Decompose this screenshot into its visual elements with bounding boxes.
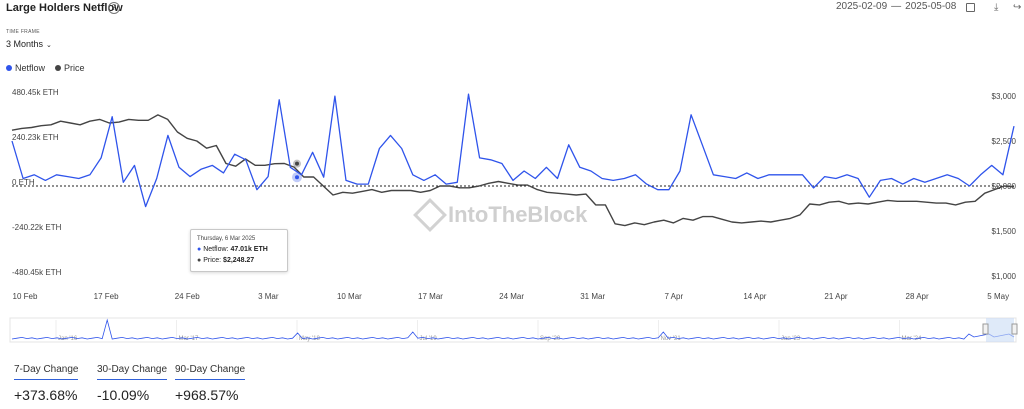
series-line-price xyxy=(11,114,1015,227)
x-tick-label: 14 Apr xyxy=(743,292,766,301)
highlight-marker-netflow xyxy=(295,175,299,180)
date-range[interactable]: 2025-02-09—2025-05-08 xyxy=(836,1,956,12)
x-tick-label: 5 May xyxy=(987,292,1009,301)
info-icon[interactable]: ? xyxy=(108,2,120,14)
x-tick-label: 10 Mar xyxy=(337,292,362,301)
timeframe-value: 3 Months xyxy=(6,39,44,49)
change-90d-value: +968.57% xyxy=(175,387,239,403)
timeframe-label: TIME FRAME xyxy=(6,29,40,35)
range-navigator[interactable]: Jan '16 Mar '17 May '18 Jul '19 Sep '20 Nov '… xyxy=(0,316,1024,346)
navigator-label: Nov '21 xyxy=(661,336,682,342)
page-title: Large Holders Netflow xyxy=(6,2,123,14)
change-90d: 90-Day Change +968.57% xyxy=(175,364,246,403)
date-end[interactable]: 2025-05-08 xyxy=(905,1,957,12)
navigator-label: Sep '20 xyxy=(540,336,561,342)
tooltip-netflow-value: 47.01k ETH xyxy=(230,246,268,253)
y-right-tick-label: $3,000 xyxy=(992,92,1017,101)
tooltip-price-value: $2,248.27 xyxy=(223,257,255,264)
date-separator: — xyxy=(891,1,902,12)
tooltip-netflow-row: ● Netflow: 47.01k ETH xyxy=(197,246,268,253)
tooltip-netflow-label: Netflow: xyxy=(203,246,229,253)
x-tick-label: 31 Mar xyxy=(580,292,605,301)
y-right-tick-label: $1,500 xyxy=(992,227,1017,236)
highlight-marker-price xyxy=(295,161,299,166)
legend-dot-netflow xyxy=(6,65,12,71)
x-tick-label: 10 Feb xyxy=(13,292,38,301)
tooltip-date: Thursday, 6 Mar 2025 xyxy=(197,236,256,242)
navigator-label: Jul '19 xyxy=(420,336,438,342)
watermark-text: IntoTheBlock xyxy=(448,202,588,227)
calendar-icon[interactable] xyxy=(966,3,975,12)
change-7d-label: 7-Day Change xyxy=(14,364,79,380)
navigator-label: Mar '24 xyxy=(902,336,922,342)
x-tick-label: 17 Mar xyxy=(418,292,443,301)
change-30d-label: 30-Day Change xyxy=(97,364,168,380)
date-start[interactable]: 2025-02-09 xyxy=(836,1,888,12)
y-left-tick-label: 0 ETH xyxy=(12,178,35,187)
download-icon[interactable]: ⤓ xyxy=(994,2,999,13)
y-left-tick-label: 240.23k ETH xyxy=(12,133,59,142)
navigator-frame xyxy=(9,317,1017,343)
y-left-tick-label: 480.45k ETH xyxy=(12,88,59,97)
legend-label-price: Price xyxy=(64,63,85,73)
netflow-price-chart[interactable]: 480.45k ETH 240.23k ETH 0 ETH -240.22k ETH -… xyxy=(0,88,1024,306)
series-line-netflow xyxy=(11,93,1015,208)
change-7d: 7-Day Change +373.68% xyxy=(14,364,79,403)
x-tick-label: 3 Mar xyxy=(258,292,279,301)
chart-tooltip: Thursday, 6 Mar 2025 ● Netflow: 47.01k E… xyxy=(190,229,288,272)
x-tick-label: 24 Mar xyxy=(499,292,524,301)
legend-item-netflow[interactable]: Netflow xyxy=(6,63,45,73)
navigator-handle-right[interactable] xyxy=(1011,323,1018,335)
change-30d: 30-Day Change -10.09% xyxy=(97,364,168,403)
change-7d-value: +373.68% xyxy=(14,387,78,403)
legend-item-price[interactable]: Price xyxy=(55,63,85,73)
legend-label-netflow: Netflow xyxy=(15,63,46,73)
change-90d-label: 90-Day Change xyxy=(175,364,246,380)
x-tick-label: 7 Apr xyxy=(664,292,683,301)
y-right-tick-label: $2,500 xyxy=(992,137,1017,146)
navigator-label: May '18 xyxy=(299,336,320,342)
x-tick-label: 17 Feb xyxy=(94,292,119,301)
navigator-selection[interactable] xyxy=(986,318,1014,342)
change-30d-value: -10.09% xyxy=(97,387,150,403)
legend-dot-price xyxy=(55,65,62,71)
x-tick-label: 24 Feb xyxy=(175,292,200,301)
watermark: IntoTheBlock xyxy=(413,198,588,232)
y-right-tick-label: $1,000 xyxy=(992,272,1017,281)
tooltip-price-row: ● Price: $2,248.27 xyxy=(197,257,255,264)
x-tick-label: 21 Apr xyxy=(824,292,847,301)
x-tick-label: 28 Apr xyxy=(906,292,929,301)
tooltip-price-label: Price: xyxy=(203,257,222,264)
navigator-handle-left[interactable] xyxy=(982,323,989,335)
chart-legend: Netflow Price xyxy=(6,63,85,73)
y-left-tick-label: -240.22k ETH xyxy=(12,223,62,232)
navigator-label: Jan '16 xyxy=(58,336,78,342)
chevron-down-icon: ⌄ xyxy=(46,42,52,49)
share-icon[interactable]: ↪ xyxy=(1013,2,1022,13)
timeframe-select[interactable]: 3 Months ⌄ xyxy=(6,39,52,49)
y-left-tick-label: -480.45k ETH xyxy=(12,268,62,277)
navigator-series xyxy=(11,318,1015,340)
